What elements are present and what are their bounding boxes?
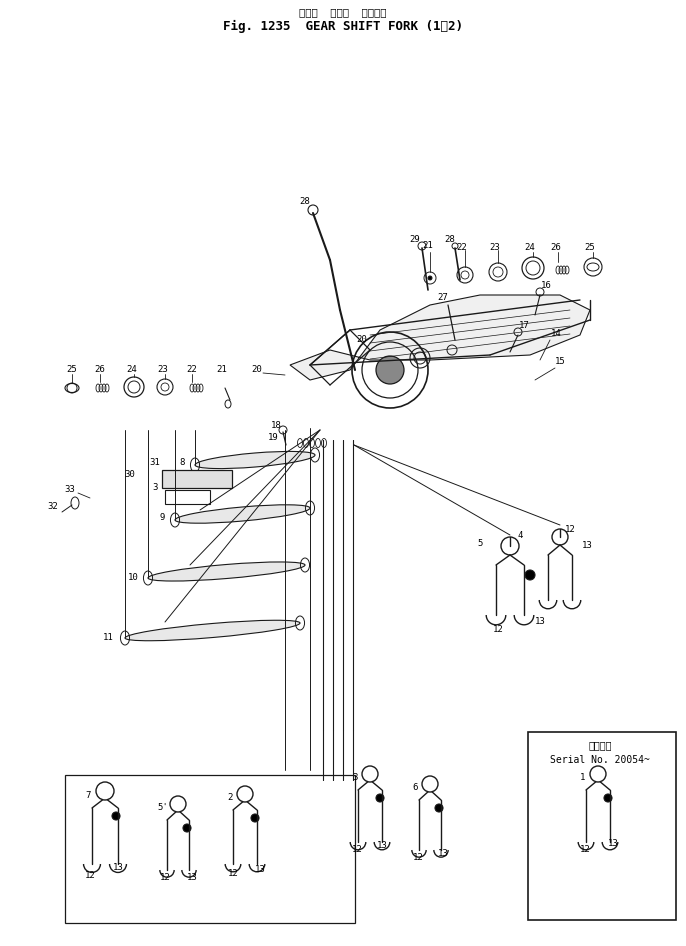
Text: 12: 12 [412,853,423,863]
Circle shape [376,794,384,802]
Text: 12: 12 [160,873,170,883]
Text: 13: 13 [113,864,123,872]
Text: 31: 31 [150,459,161,467]
Text: 23: 23 [490,242,500,252]
Text: 28: 28 [445,236,456,244]
Text: 28: 28 [300,198,310,206]
Text: 1: 1 [580,774,586,782]
Ellipse shape [148,562,305,581]
Text: キャー  シフト  フォーク: キャー シフト フォーク [299,7,387,17]
Text: 13: 13 [438,850,449,859]
Text: 9: 9 [159,514,165,522]
Text: 16: 16 [541,281,552,289]
Text: 21: 21 [217,365,227,375]
Text: 13: 13 [582,540,593,550]
Text: 5': 5' [158,803,168,813]
Text: 21: 21 [423,240,434,250]
Text: 25: 25 [584,243,595,253]
Text: 7: 7 [85,791,91,799]
Bar [528,732,676,920]
Text: 12: 12 [565,525,576,534]
Text: 13: 13 [187,873,198,883]
Circle shape [376,356,404,384]
Text: 32: 32 [47,502,58,512]
Text: 3: 3 [152,483,158,493]
Circle shape [604,794,612,802]
Ellipse shape [125,621,300,640]
Circle shape [112,812,120,820]
Text: 17: 17 [519,321,530,329]
Text: 22: 22 [187,365,198,375]
Text: 5: 5 [477,538,483,548]
Text: 12: 12 [493,625,504,635]
Text: 10: 10 [128,572,139,582]
Text: 11: 11 [103,633,113,641]
Text: 適用号機: 適用号機 [589,740,612,750]
Circle shape [435,804,443,812]
Text: 26: 26 [95,365,106,375]
Text: 12: 12 [84,870,95,880]
Text: 13: 13 [608,839,618,849]
Text: 20: 20 [357,336,368,344]
Text: 15: 15 [554,358,565,366]
Text: 18: 18 [270,421,281,429]
Text: 22: 22 [457,243,467,253]
Ellipse shape [175,505,310,523]
Text: 30: 30 [125,470,135,480]
Text: 20: 20 [252,365,262,375]
Bar [165,490,210,504]
Circle shape [183,824,191,832]
Text: 8: 8 [179,459,185,467]
Text: 12: 12 [228,868,238,878]
Text: 26: 26 [551,243,561,253]
Polygon shape [290,295,590,380]
Text: 12: 12 [580,846,591,854]
Text: 12: 12 [352,846,362,854]
Text: 33: 33 [64,485,75,495]
Text: 13: 13 [255,866,265,874]
Text: 29: 29 [410,236,421,244]
Text: 3: 3 [353,774,357,782]
Text: 24: 24 [127,365,137,375]
Text: 13: 13 [377,842,388,850]
Text: 25: 25 [67,365,78,375]
Text: 27: 27 [438,293,449,303]
Text: 19: 19 [268,433,279,443]
Text: Serial No. 20054~: Serial No. 20054~ [550,755,650,765]
Text: 2: 2 [227,793,233,801]
Text: 23: 23 [158,365,168,375]
Text: 14: 14 [551,328,561,338]
Text: 4: 4 [517,531,523,539]
Circle shape [525,570,535,580]
Bar [65,775,355,923]
Circle shape [251,814,259,822]
Circle shape [428,276,432,280]
Bar [162,470,232,488]
Text: Fig. 1235  GEAR SHIFT FORK (1⁄2): Fig. 1235 GEAR SHIFT FORK (1⁄2) [223,20,463,32]
Text: 6: 6 [412,783,418,793]
Ellipse shape [195,451,315,468]
Text: 13: 13 [534,618,545,626]
Text: 24: 24 [525,243,535,253]
